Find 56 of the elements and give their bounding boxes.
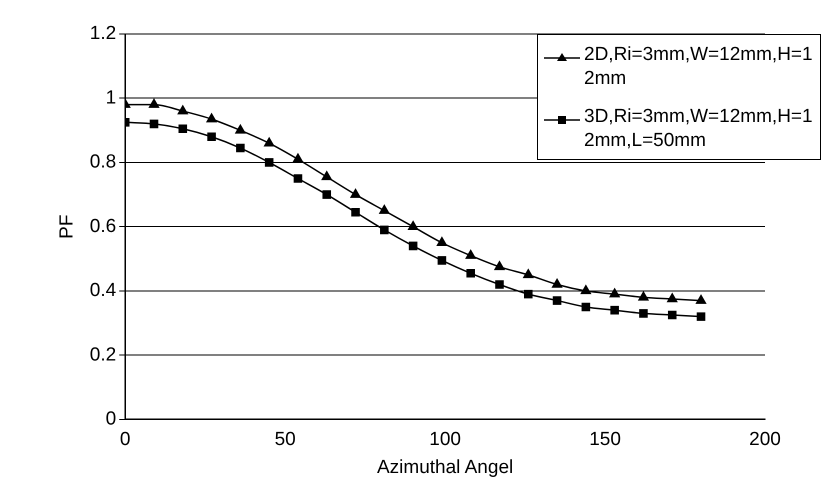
point — [638, 292, 649, 301]
point — [178, 105, 188, 114]
point — [466, 268, 475, 278]
point — [322, 190, 332, 199]
point — [292, 154, 304, 163]
point — [380, 226, 389, 234]
x-tick-label: 100 — [429, 429, 461, 450]
point — [582, 302, 590, 312]
point — [150, 120, 158, 128]
point — [667, 293, 678, 302]
point — [178, 124, 188, 134]
point — [322, 171, 332, 180]
point — [696, 312, 706, 321]
point — [264, 158, 274, 167]
point — [408, 242, 418, 250]
point — [524, 290, 533, 298]
point — [610, 288, 620, 298]
point — [466, 250, 476, 259]
y-axis-title: PF — [56, 214, 78, 239]
x-tick-label: 0 — [120, 429, 130, 450]
point — [236, 144, 245, 152]
point — [610, 306, 619, 314]
x-tick-label: 50 — [274, 429, 296, 450]
x-tick-label: 150 — [589, 429, 621, 450]
y-tick-label: 0.8 — [90, 152, 116, 173]
point — [351, 208, 360, 217]
point — [206, 113, 217, 122]
y-tick-label: 0.2 — [90, 344, 116, 366]
y-tick-label: 1 — [106, 87, 116, 108]
point — [436, 237, 447, 246]
point — [264, 137, 274, 146]
point — [495, 280, 504, 289]
point — [350, 188, 361, 198]
x-axis-title: Azimuthal Angel — [376, 456, 514, 478]
x-tick-label: 200 — [749, 429, 781, 450]
legend-label: 3D,Ri=3mm,W=12mm,H=12mm,L=50mm — [584, 105, 814, 153]
point — [639, 309, 648, 318]
point — [552, 296, 562, 305]
legend-label: 2D,Ri=3mm,W=12mm,H=12mm — [584, 43, 814, 91]
y-tick-label: 0 — [106, 408, 116, 430]
point — [494, 261, 505, 270]
point — [148, 98, 160, 108]
point — [668, 310, 677, 320]
y-tick-label: 0.4 — [90, 280, 117, 302]
point — [552, 278, 562, 288]
point — [696, 294, 706, 304]
point — [580, 285, 591, 294]
point — [438, 256, 446, 265]
point — [235, 124, 246, 134]
point — [408, 220, 418, 230]
y-tick-label: 0.6 — [90, 216, 116, 237]
point — [294, 174, 302, 183]
point — [379, 204, 390, 214]
point — [207, 132, 216, 142]
y-tick-label: 1.2 — [90, 23, 116, 44]
point — [523, 269, 534, 278]
